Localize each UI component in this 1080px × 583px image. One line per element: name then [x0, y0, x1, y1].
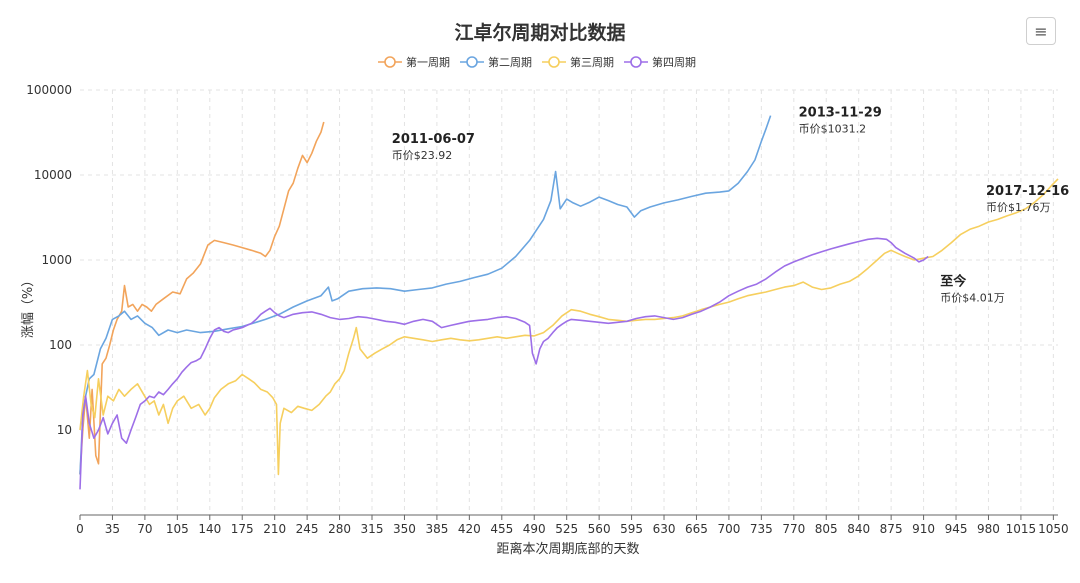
- x-tick-label: 385: [425, 522, 448, 536]
- legend-label: 第三周期: [570, 55, 614, 69]
- annotation-price: 币价$1.76万: [986, 201, 1051, 214]
- x-tick-label: 455: [490, 522, 513, 536]
- menu-button[interactable]: ≡: [1026, 17, 1056, 45]
- axes: 10 100 1000 10000 100000 0 35 70 105 140 175 210 245…: [26, 83, 1068, 536]
- x-tick-label: 525: [555, 522, 578, 536]
- y-tick-label: 10000: [34, 168, 72, 182]
- x-tick-label: 280: [328, 522, 351, 536]
- legend-item-2[interactable]: 第二周期: [460, 55, 532, 69]
- y-tick-label: 1000: [41, 253, 72, 267]
- x-tick-label: 105: [166, 522, 189, 536]
- annotation-date: 至今: [940, 273, 967, 289]
- y-axis-label: 涨幅（%）: [21, 274, 36, 338]
- menu-icon: ≡: [1034, 21, 1048, 41]
- legend-label: 第四周期: [652, 55, 696, 69]
- legend-marker: [466, 56, 478, 68]
- x-tick-label: 560: [588, 522, 611, 536]
- y-tick-label: 100: [49, 338, 72, 352]
- series-line-3: [79, 178, 1059, 476]
- x-tick-label: 770: [782, 522, 805, 536]
- series-line-4: [79, 237, 929, 490]
- legend-marker: [548, 56, 560, 68]
- series-line-2: [79, 115, 772, 475]
- chart-title: 江卓尔周期对比数据: [454, 22, 626, 44]
- legend-label: 第二周期: [488, 55, 532, 69]
- y-tick-label: 10: [57, 423, 72, 437]
- x-tick-label: 490: [523, 522, 546, 536]
- x-tick-label: 315: [361, 522, 384, 536]
- annotation-date: 2017-12-16: [986, 184, 1069, 199]
- x-tick-label: 420: [458, 522, 481, 536]
- annotation-date: 2011-06-07: [392, 132, 475, 147]
- x-tick-label: 805: [815, 522, 838, 536]
- grid: [80, 89, 1058, 515]
- x-tick-label: 1015: [1006, 522, 1037, 536]
- series-line-1: [79, 121, 325, 475]
- annotation-price: 币价$23.92: [392, 149, 453, 162]
- annotation-price: 币价$1031.2: [799, 123, 867, 136]
- annotation-date: 2013-11-29: [799, 106, 882, 121]
- x-tick-label: 840: [847, 522, 870, 536]
- x-tick-label: 875: [880, 522, 903, 536]
- y-tick-label: 100000: [26, 83, 72, 97]
- legend-item-4[interactable]: 第四周期: [624, 55, 696, 69]
- x-tick-label: 245: [296, 522, 319, 536]
- x-tick-label: 210: [263, 522, 286, 536]
- legend-marker: [384, 56, 396, 68]
- x-tick-label: 595: [620, 522, 643, 536]
- x-tick-label: 735: [750, 522, 773, 536]
- x-tick-label: 910: [912, 522, 935, 536]
- x-tick-label: 350: [393, 522, 416, 536]
- x-tick-label: 700: [717, 522, 740, 536]
- series-lines: [79, 115, 1059, 490]
- x-tick-label: 0: [76, 522, 84, 536]
- legend-item-3[interactable]: 第三周期: [542, 55, 614, 69]
- x-tick-label: 1050: [1038, 522, 1069, 536]
- x-tick-label: 665: [685, 522, 708, 536]
- annotation-price: 币价$4.01万: [940, 291, 1005, 304]
- x-tick-label: 35: [105, 522, 120, 536]
- legend-item-1[interactable]: 第一周期: [378, 55, 450, 69]
- annotations: 2011-06-07 币价$23.92 2013-11-29 币价$1031.2 201…: [392, 106, 1069, 305]
- x-axis-label: 距离本次周期底部的天数: [496, 541, 639, 557]
- x-tick-label: 140: [198, 522, 221, 536]
- x-tick-label: 945: [945, 522, 968, 536]
- legend[interactable]: 第一周期 第二周期 第三周期 第四周期: [378, 55, 696, 69]
- x-tick-label: 175: [231, 522, 254, 536]
- x-tick-label: 980: [977, 522, 1000, 536]
- x-tick-label: 630: [653, 522, 676, 536]
- legend-label: 第一周期: [406, 55, 450, 69]
- x-tick-label: 70: [137, 522, 152, 536]
- legend-marker: [630, 56, 642, 68]
